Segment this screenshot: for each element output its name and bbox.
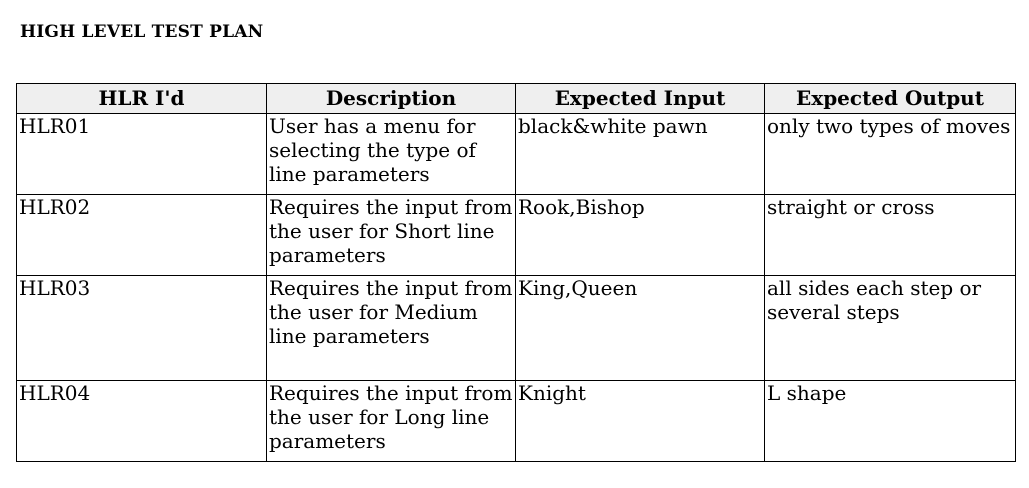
cell-hlr-id: HLR04 [16,380,267,462]
table-header-row: HLR I'd Description Expected Input Expec… [16,83,1016,114]
column-header-expected-input: Expected Input [515,83,765,114]
column-header-description: Description [266,83,516,114]
cell-description: Requires the input from the user for Med… [266,275,516,381]
table-row: HLR03 Requires the input from the user f… [16,275,1016,381]
column-header-hlr-id: HLR I'd [16,83,267,114]
cell-hlr-id: HLR02 [16,194,267,276]
cell-hlr-id: HLR03 [16,275,267,381]
test-plan-table: HLR I'd Description Expected Input Expec… [16,83,1016,462]
cell-description: Requires the input from the user for Lon… [266,380,516,462]
table-row: HLR04 Requires the input from the user f… [16,380,1016,462]
column-header-expected-output: Expected Output [764,83,1016,114]
cell-expected-output: only two types of moves [764,113,1016,195]
cell-expected-output: all sides each step or several steps [764,275,1016,381]
table-row: HLR01 User has a menu for selecting the … [16,113,1016,195]
cell-expected-input: Rook,Bishop [515,194,765,276]
table-row: HLR02 Requires the input from the user f… [16,194,1016,276]
cell-expected-output: L shape [764,380,1016,462]
cell-description: Requires the input from the user for Sho… [266,194,516,276]
cell-expected-input: King,Queen [515,275,765,381]
document-title: HIGH LEVEL TEST PLAN [20,22,264,42]
cell-expected-output: straight or cross [764,194,1016,276]
cell-expected-input: Knight [515,380,765,462]
cell-expected-input: black&white pawn [515,113,765,195]
cell-description: User has a menu for selecting the type o… [266,113,516,195]
cell-hlr-id: HLR01 [16,113,267,195]
